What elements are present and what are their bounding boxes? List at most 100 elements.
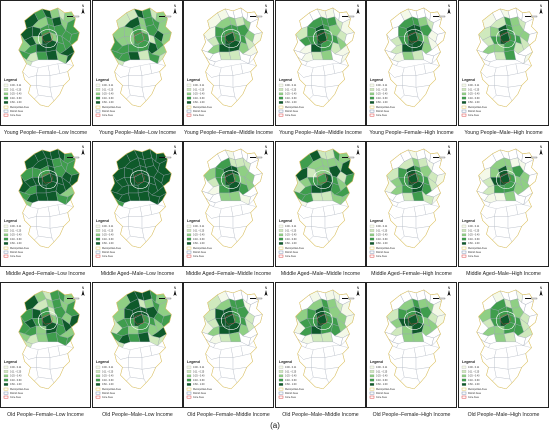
legend-swatch [3, 365, 9, 369]
legend-boundary-swatch [278, 246, 284, 250]
district-polygon [219, 347, 234, 358]
scale-bar [159, 156, 172, 159]
metropolitan-outline [201, 148, 263, 249]
legend-label: 0.60 - 1.00 [468, 242, 480, 245]
legend-swatch [461, 242, 467, 245]
core-area-outline [500, 32, 512, 43]
district-polygon [494, 206, 509, 217]
legend-label: 0.60 - 1.00 [193, 383, 205, 386]
map-panel: N Legend 0.00 - 0.11 0.11 - 0.25 0.25 - 0.40… [0, 282, 91, 408]
panel-caption: Middle Aged–Female–Low Income [5, 271, 86, 277]
legend-boundary-label: Metropolitan Area [285, 388, 304, 391]
legend-boundary-swatch [461, 250, 467, 254]
district-polygon [494, 347, 509, 358]
legend-boundary-label: Core Area [285, 255, 296, 258]
choropleth-map: N Legend 0.00 - 0.110.11 - 0.25 0.25 - 0.40… [369, 145, 451, 258]
legend-swatch [278, 365, 284, 369]
legend-swatch [278, 242, 284, 245]
legend-label: 0.00 - 0.11 [376, 225, 388, 228]
choropleth-map: N Legend 0.00 - 0.110.11 - 0.25 0.25 - 0.40… [369, 286, 451, 399]
legend-label: 0.25 - 0.40 [468, 93, 480, 96]
legend-label: 0.25 - 0.40 [193, 375, 205, 378]
legend-swatch [369, 83, 375, 87]
legend-boundary-label: Core Area [102, 114, 113, 117]
core-area-outline [134, 32, 146, 43]
legend-label: 0.11 - 0.25 [285, 229, 297, 232]
legend-label: 0.00 - 0.11 [285, 366, 297, 369]
legend-label: 0.00 - 0.11 [193, 84, 205, 87]
legend-label: 0.25 - 0.40 [285, 375, 297, 378]
north-label: N [357, 286, 360, 290]
legend-boundary-label: District Area [10, 392, 24, 395]
legend-swatch [3, 370, 9, 373]
legend-boundary-swatch [186, 387, 192, 391]
legend-boundary-label: Core Area [285, 396, 296, 399]
legend-title: Legend [187, 219, 200, 223]
legend-label: 0.11 - 0.25 [376, 229, 388, 232]
legend-swatch [369, 88, 375, 91]
scale-bar [433, 15, 446, 18]
district-polygon [34, 376, 55, 390]
scale-bar [67, 15, 80, 18]
legend-label: 0.00 - 0.11 [10, 84, 22, 87]
legend-label: 0.00 - 0.11 [102, 84, 114, 87]
legend-swatch [461, 88, 467, 91]
legend-label: 0.00 - 0.11 [468, 366, 480, 369]
map-panel: N Legend 0.00 - 0.11 0.11 - 0.25 0.25 - 0.40… [183, 0, 274, 126]
legend-boundary-swatch [461, 246, 467, 250]
district-polygon [217, 94, 238, 108]
legend-title: Legend [187, 360, 200, 364]
scale-bar [67, 156, 80, 159]
legend-label: 0.11 - 0.25 [468, 370, 480, 373]
legend-label: 0.00 - 0.11 [376, 84, 388, 87]
legend-boundary-swatch [369, 246, 375, 250]
legend-swatch [95, 229, 101, 232]
legend-swatch [186, 88, 192, 91]
legend-label: 0.40 - 0.60 [193, 238, 205, 241]
legend-label: 0.11 - 0.25 [10, 229, 22, 232]
map-panel: N Legend 0.00 - 0.11 0.11 - 0.25 0.25 - 0.40… [275, 141, 366, 267]
legend-boundary-swatch [186, 250, 192, 254]
scale-bar [433, 297, 446, 300]
district-polygon [230, 204, 244, 217]
metropolitan-outline [18, 148, 80, 249]
map-panel: N Legend 0.00 - 0.11 0.11 - 0.25 0.25 - 0.40… [366, 141, 457, 267]
legend-boundary-swatch [95, 391, 101, 395]
legend-boundary-label: Core Area [10, 114, 21, 117]
legend-swatch [95, 365, 101, 369]
legend-boundary-swatch [95, 105, 101, 109]
north-arrow-icon: N [447, 145, 451, 155]
legend-swatch [369, 229, 375, 232]
legend-swatch [461, 378, 467, 382]
legend-boundary-label: District Area [468, 392, 482, 395]
legend-label: 0.60 - 1.00 [376, 101, 388, 104]
legend-boundary-swatch [278, 387, 284, 391]
legend-label: 0.60 - 1.00 [285, 383, 297, 386]
legend-swatch [461, 224, 467, 228]
legend-boundary-label: District Area [102, 110, 116, 113]
legend-boundary-label: Metropolitan Area [285, 247, 304, 250]
legend-boundary-swatch [3, 387, 9, 391]
district-polygon [309, 235, 330, 249]
ring-road [403, 29, 424, 48]
legend-swatch [95, 374, 101, 378]
panel-caption: Young People–Female–Low Income [3, 130, 88, 136]
choropleth-map: N Legend 0.00 - 0.110.11 - 0.25 0.25 - 0.40… [3, 286, 85, 399]
legend-title: Legend [462, 219, 475, 223]
legend-swatch [186, 370, 192, 373]
legend-boundary-swatch [186, 109, 192, 113]
map-panel: N Legend 0.00 - 0.11 0.11 - 0.25 0.25 - 0.40… [92, 0, 183, 126]
panel-caption: Young People–Male–Middle Income [279, 130, 362, 136]
district-polygon [413, 345, 427, 358]
legend-boundary-swatch [3, 250, 9, 254]
legend-swatch [278, 233, 284, 237]
legend-boundary-label: Core Area [468, 396, 479, 399]
legend-title: Legend [279, 78, 292, 82]
legend-boundary-label: District Area [285, 392, 299, 395]
legend-boundary-swatch [3, 395, 9, 399]
choropleth-map: N Legend 0.00 - 0.110.11 - 0.25 0.25 - 0.40… [186, 4, 268, 117]
choropleth-map: N Legend 0.00 - 0.110.11 - 0.25 0.25 - 0.40… [186, 145, 268, 258]
